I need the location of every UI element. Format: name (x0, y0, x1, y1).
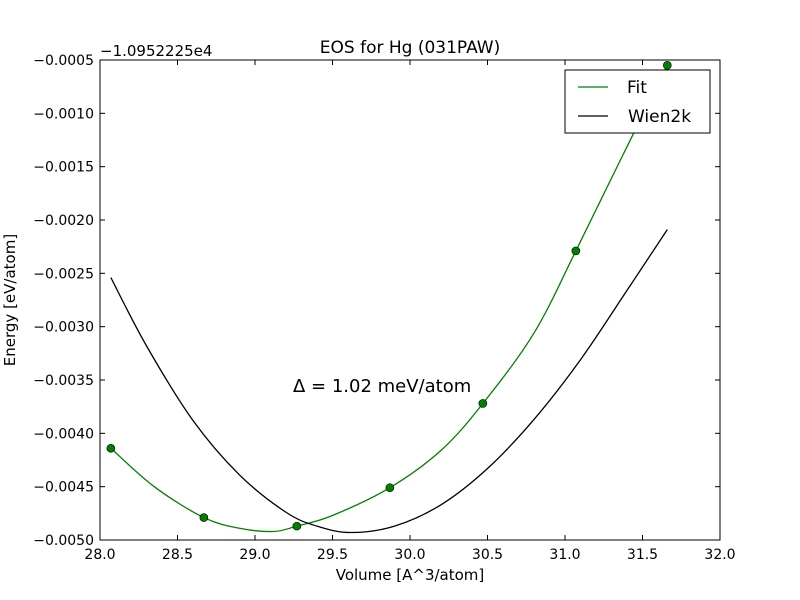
data-point (662, 61, 672, 70)
plot-area: 28.0 28.5 29.0 29.5 30.0 30.5 31.0 31.5 32.0 −0.0… (33, 53, 735, 563)
y-tick-label: −0.0035 (33, 373, 94, 389)
x-tick-label: 28.0 (84, 547, 115, 563)
y-axis-label: Energy [eV/atom] (1, 234, 19, 366)
x-tick-label: 32.0 (704, 547, 735, 563)
y-tick-label: −0.0040 (33, 426, 94, 442)
series-line-wien2k (110, 229, 668, 534)
y-tick-label: −0.0050 (33, 533, 94, 549)
x-tick-label: 30.5 (472, 547, 503, 563)
y-tick-label: −0.0010 (33, 106, 94, 122)
legend-label-wien2k: Wien2k (628, 107, 691, 127)
data-point (106, 443, 116, 453)
y-offset-label: −1.0952225e4 (100, 42, 212, 60)
y-tick-label: −0.0005 (33, 53, 94, 69)
chart-title: EOS for Hg (031PAW) (320, 38, 500, 58)
x-axis-label: Volume [A^3/atom] (336, 566, 485, 584)
x-tick-label: 30.0 (394, 547, 425, 563)
data-point (385, 483, 395, 493)
y-tick-label: −0.0025 (33, 266, 94, 282)
x-tick-label: 31.5 (627, 547, 658, 563)
legend-box (564, 69, 711, 134)
y-tick-label: −0.0030 (33, 320, 94, 336)
y-tick-label: −0.0045 (33, 480, 94, 496)
x-tick-label: 29.5 (317, 547, 348, 563)
delta-annotation: Δ = 1.02 meV/atom (293, 376, 471, 397)
data-point (478, 399, 488, 408)
data-point (292, 521, 302, 531)
x-tick-label: 28.5 (162, 547, 193, 563)
data-point (571, 246, 581, 256)
legend-label-fit: Fit (627, 78, 647, 98)
x-tick-label: 31.0 (549, 547, 580, 563)
y-tick-label: −0.0020 (33, 213, 94, 229)
x-tick-label: 29.0 (239, 547, 270, 563)
data-point (199, 513, 209, 522)
y-tick-label: −0.0015 (33, 160, 94, 176)
